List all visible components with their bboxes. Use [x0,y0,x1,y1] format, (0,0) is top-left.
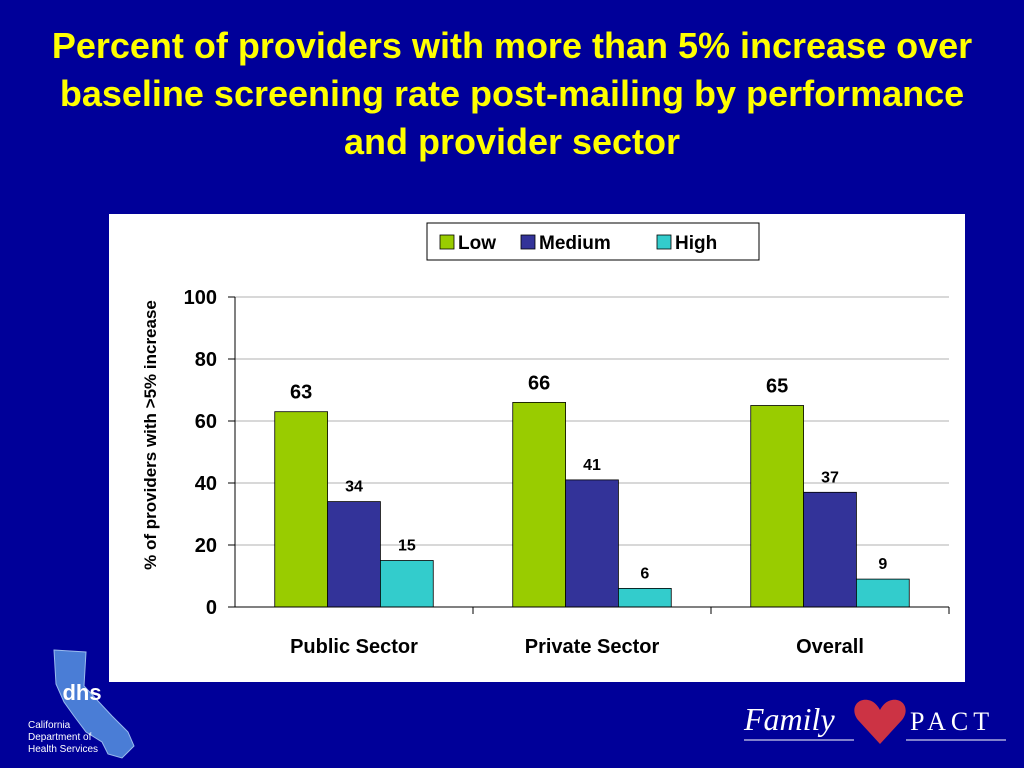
axes: 0 20 40 60 80 100 Public Sector Private Sector O… [184,287,950,658]
chart-panel: 0 20 40 60 80 100 Public Sector Private Sector O… [109,214,965,682]
y-tick-label: 20 [195,535,217,557]
legend-swatch [520,234,536,250]
bar-low [750,405,804,608]
data-label: 9 [878,556,887,573]
data-label: 65 [766,376,788,398]
bar-medium [565,479,619,608]
bar-low [274,411,328,608]
dhs-line: Health Services [28,744,99,755]
family-pact-word: Family [743,701,835,737]
dhs-logo: dhs [53,649,135,759]
legend-label: High [675,233,717,254]
legend-label: Low [458,233,496,254]
bars [274,401,910,608]
bar-medium [803,491,857,608]
legend: Low Medium High [426,222,760,261]
bar-high [380,560,434,608]
legend-label: Medium [539,233,611,254]
bar-low [512,401,566,608]
data-label: 63 [290,382,312,404]
data-label: 34 [345,479,363,496]
x-category-label: Private Sector [525,636,660,658]
heart-icon [854,699,906,744]
y-tick-label: 80 [195,349,217,371]
slide-title: Percent of providers with more than 5% i… [51,25,973,162]
legend-swatch [439,234,455,250]
data-label: 66 [528,372,550,394]
data-label: 15 [398,538,416,555]
data-label: 41 [583,457,601,474]
california-map-icon [53,649,135,759]
bar-high [618,587,672,608]
x-category-label: Public Sector [290,636,418,658]
data-label: 37 [821,469,839,486]
y-tick-label: 0 [206,597,217,619]
dhs-logo-text: California Department of Health Services [28,720,148,756]
legend-box [426,222,760,261]
data-labels: 63 34 15 66 41 6 65 37 9 [290,372,887,582]
bar-medium [327,501,381,608]
y-tick-label: 40 [195,473,217,495]
data-label: 6 [640,565,649,582]
bar-chart: 0 20 40 60 80 100 Public Sector Private Sector O… [141,222,950,658]
bar-high [856,578,910,608]
x-category-label: Overall [796,636,864,658]
family-pact-logo: Family PACT [743,699,1006,744]
y-tick-label: 100 [184,287,217,309]
dhs-mark: dhs [62,680,101,705]
family-pact-suffix: PACT [910,707,994,736]
y-tick-label: 60 [195,411,217,433]
dhs-line: Department of [28,732,92,743]
y-axis-title: % of providers with >5% increase [141,300,160,570]
legend-swatch [656,234,672,250]
dhs-line: California [28,720,71,731]
